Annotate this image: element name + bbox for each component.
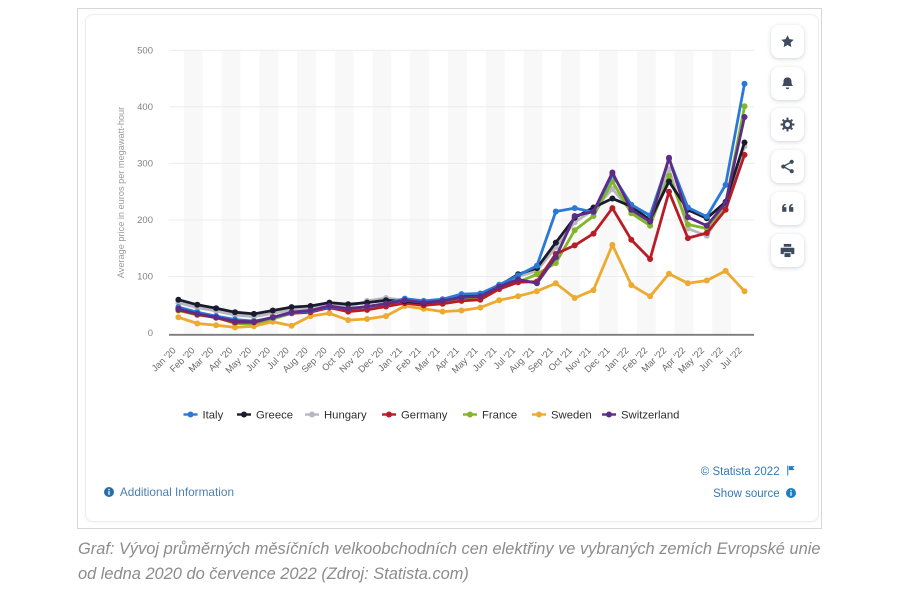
svg-text:0: 0 (148, 328, 153, 339)
svg-text:Sweden: Sweden (551, 409, 592, 421)
svg-text:100: 100 (137, 272, 153, 283)
svg-text:Greece: Greece (256, 409, 293, 421)
svg-text:Switzerland: Switzerland (621, 409, 679, 421)
svg-text:Jul '22: Jul '22 (718, 345, 744, 371)
svg-text:Average price in euros per meg: Average price in euros per megawatt-hour (116, 107, 126, 278)
svg-text:300: 300 (137, 158, 153, 169)
svg-text:500: 500 (137, 45, 153, 56)
svg-text:400: 400 (137, 102, 153, 113)
svg-text:Italy: Italy (203, 409, 224, 421)
svg-text:Germany: Germany (401, 409, 448, 421)
svg-text:Hungary: Hungary (324, 409, 367, 421)
svg-text:France: France (482, 409, 517, 421)
svg-text:200: 200 (137, 215, 153, 226)
